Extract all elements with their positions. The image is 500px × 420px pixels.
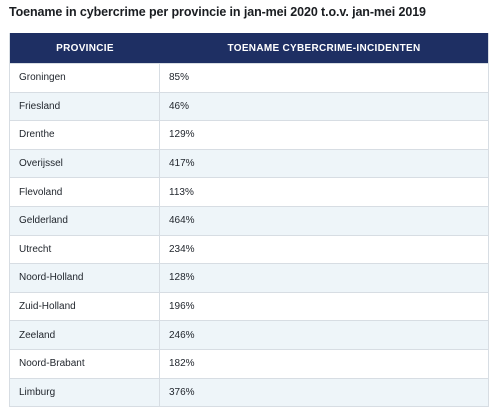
cell-provincie: Drenthe (10, 121, 160, 149)
table-body: Groningen 85% Friesland 46% Drenthe 129% Overi… (10, 63, 488, 407)
cell-toename: 129% (169, 129, 195, 141)
data-table: PROVINCIE TOENAME CYBERCRIME-INCIDENTEN … (9, 33, 489, 408)
cell-toename: 113% (169, 186, 194, 198)
table-row: Groningen 85% (10, 63, 488, 92)
cell-provincie: Gelderland (10, 206, 160, 235)
cell-toename: 182% (169, 358, 195, 370)
cell-toename: 128% (169, 272, 195, 284)
cell-provincie: Overijssel (10, 149, 160, 178)
table-row: Friesland 46% (10, 91, 488, 121)
cell-provincie: Noord-Holland (10, 264, 160, 292)
cell-provincie: Groningen (10, 64, 160, 92)
cell-toename: 196% (169, 301, 195, 313)
cell-provincie: Zuid-Holland (10, 292, 160, 321)
table-row: Noord-Brabant 182% (10, 348, 488, 378)
table-row: Overijssel 417% (10, 148, 488, 178)
table-row: Limburg 376% (10, 377, 488, 407)
cell-toename: 246% (169, 329, 195, 341)
cell-toename: 376% (169, 386, 195, 398)
page-title: Toename in cybercrime per provincie in j… (9, 5, 426, 19)
cell-provincie: Utrecht (10, 235, 160, 264)
table-row: Drenthe 129% (10, 120, 488, 149)
cell-toename: 417% (169, 158, 195, 170)
table-row: Zeeland 246% (10, 320, 488, 349)
cell-toename: 85% (169, 72, 190, 84)
table-row: Noord-Holland 128% (10, 263, 488, 292)
cell-provincie: Flevoland (10, 178, 160, 206)
cell-provincie: Limburg (10, 378, 160, 407)
cell-provincie: Friesland (10, 92, 160, 121)
cell-toename: 234% (169, 243, 195, 255)
table-header: PROVINCIE TOENAME CYBERCRIME-INCIDENTEN (10, 33, 488, 63)
header-provincie: PROVINCIE (56, 42, 114, 54)
table-row: Gelderland 464% (10, 205, 488, 235)
cell-provincie: Noord-Brabant (10, 349, 160, 378)
table-row: Utrecht 234% (10, 234, 488, 264)
header-toename: TOENAME CYBERCRIME-INCIDENTEN (227, 42, 421, 54)
table-row: Zuid-Holland 196% (10, 291, 488, 321)
cell-toename: 464% (169, 215, 195, 227)
cell-provincie: Zeeland (10, 321, 160, 349)
cell-toename: 46% (169, 100, 190, 112)
table-row: Flevoland 113% (10, 177, 488, 206)
